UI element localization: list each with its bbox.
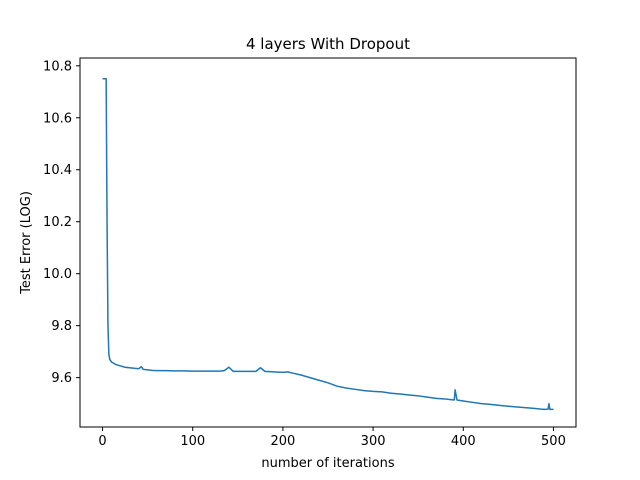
y-tick-label: 10.0 [43,267,72,282]
plot-frame [79,57,577,428]
x-tick-label: 200 [270,434,295,449]
chart-title: 4 layers With Dropout [246,35,410,53]
y-tick-label: 10.2 [43,215,72,230]
x-tick-label: 100 [180,434,205,449]
series-line-1 [102,78,554,411]
y-tick-label: 10.8 [43,59,72,74]
y-tick-label: 9.8 [51,319,72,334]
y-tick-label: 10.6 [43,111,72,126]
y-tick-label: 10.4 [43,163,72,178]
x-tick-label: 500 [541,434,566,449]
plot-area [80,58,576,427]
x-tick-label: 0 [98,434,106,449]
x-tick-label: 400 [451,434,476,449]
x-tick-label: 300 [361,434,386,449]
y-tick-label: 9.6 [51,371,72,386]
x-axis-title: number of iterations [261,456,394,471]
y-axis-title: Test Error (LOG) [19,191,34,295]
